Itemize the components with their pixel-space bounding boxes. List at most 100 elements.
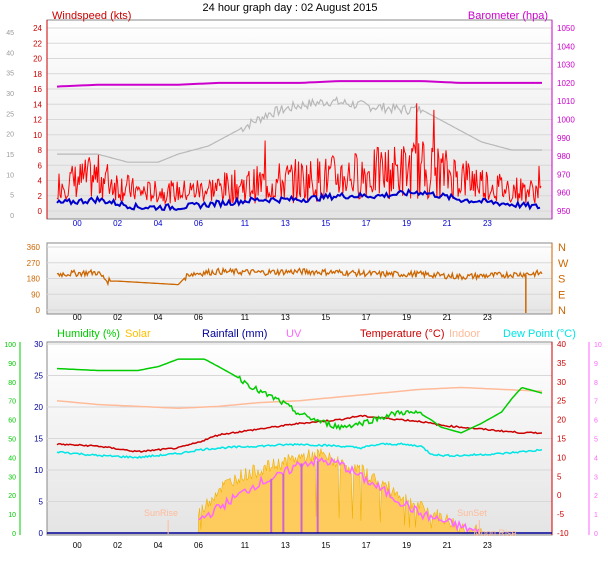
barometer-line (56, 80, 542, 88)
uv-tick-label: 3 (594, 474, 598, 481)
annotation-label: SunSet (457, 508, 487, 518)
windspeed-tick-label: 18 (33, 70, 42, 79)
temperature-tick-label: 0 (557, 491, 562, 500)
direction-tick-label: 270 (27, 259, 41, 268)
humidity-tick-label: 90 (8, 361, 16, 368)
x-tick-label: 15 (321, 219, 330, 228)
windspeed-tick-label: 20 (33, 55, 42, 64)
barometer-tick-label: 1000 (557, 116, 575, 125)
x-tick-label: 17 (362, 313, 371, 322)
rainfall-tick-label: 20 (34, 403, 43, 412)
humidity-line (57, 358, 543, 434)
wind-grid (47, 27, 552, 212)
annotation-label: Moon Rise (473, 528, 516, 538)
rainfall-tick-label: 10 (34, 466, 43, 475)
temperature-tick-label: 35 (557, 359, 566, 368)
x-tick-label: 06 (194, 219, 203, 228)
temperature-line (56, 414, 543, 453)
direction-tick-label: 0 (36, 306, 41, 315)
outer-tick-label: 25 (6, 111, 14, 118)
humidity-tick-label: 10 (8, 512, 16, 519)
wind-direction-line (56, 266, 543, 287)
uv-tick-label: 9 (594, 361, 598, 368)
temperature-tick-label: 10 (557, 453, 566, 462)
barometer-tick-label: 1010 (557, 97, 575, 106)
wind-series (56, 80, 542, 212)
x-tick-label: 19 (402, 313, 411, 322)
direction-series (56, 266, 543, 313)
x-tick-label: 23 (483, 219, 492, 228)
windspeed-tick-label: 0 (38, 207, 43, 216)
uv-tick-label: 8 (594, 380, 598, 387)
windspeed-tick-label: 24 (33, 24, 42, 33)
outer-tick-label: 15 (6, 152, 14, 159)
x-tick-label: 04 (154, 219, 163, 228)
humidity-tick-label: 100 (4, 342, 16, 349)
humidity-tick-label: 60 (8, 418, 16, 425)
x-tick-label: 19 (402, 541, 411, 550)
barometer-tick-label: 970 (557, 170, 571, 179)
rainfall-tick-label: 5 (39, 498, 44, 507)
barometer-tick-label: 960 (557, 189, 571, 198)
direction-tick-label: 90 (31, 290, 40, 299)
uv-tick-label: 1 (594, 512, 598, 519)
direction-grid (47, 246, 552, 311)
direction-tick-label: 360 (27, 243, 41, 252)
legend-label: Solar (125, 328, 151, 340)
barometer-tick-label: 980 (557, 152, 571, 161)
outer-tick-label: 20 (6, 132, 14, 139)
humidity-tick-label: 50 (8, 437, 16, 444)
compass-label: N (558, 242, 566, 254)
x-tick-label: 15 (321, 541, 330, 550)
dewpoint-line (56, 442, 543, 460)
windspeed-tick-label: 10 (33, 131, 42, 140)
windspeed-tick-label: 8 (38, 146, 43, 155)
x-tick-label: 13 (281, 541, 290, 550)
humidity-tick-label: 0 (12, 531, 16, 538)
annotation-label: SunRise (144, 508, 178, 518)
x-axis-ticks: 00 02 04 06 11 13 15 17 19 21 23 00 02 04 06 11 13 15 17 19… (73, 219, 493, 550)
chart-title: 24 hour graph day : 02 August 2015 (203, 2, 378, 14)
x-tick-label: 19 (402, 219, 411, 228)
outer-tick-label: 10 (6, 172, 14, 179)
direction-tick-label: 180 (27, 275, 41, 284)
compass-label: E (558, 289, 565, 301)
x-tick-label: 21 (443, 313, 452, 322)
barometer-tick-label: 1050 (557, 24, 575, 33)
uv-tick-label: 4 (594, 455, 598, 462)
legend-label: Indoor (449, 328, 481, 340)
x-tick-label: 04 (154, 541, 163, 550)
temperature-tick-label: -5 (557, 510, 565, 519)
temperature-tick-label: 15 (557, 435, 566, 444)
x-tick-label: 17 (362, 219, 371, 228)
x-tick-label: 02 (113, 313, 122, 322)
compass-label: N (558, 305, 566, 317)
x-tick-label: 04 (154, 313, 163, 322)
legend-label: Rainfall (mm) (202, 328, 267, 340)
uv-tick-label: 10 (594, 342, 602, 349)
outer-tick-label: 0 (10, 213, 14, 220)
windspeed-tick-label: 6 (38, 161, 43, 170)
x-tick-label: 11 (241, 313, 250, 322)
compass-label: S (558, 274, 565, 286)
windspeed-tick-label: 12 (33, 116, 42, 125)
rainfall-tick-label: 25 (34, 372, 43, 381)
temperature-tick-label: 30 (557, 378, 566, 387)
uv-tick-label: 6 (594, 418, 598, 425)
humidity-tick-label: 20 (8, 493, 16, 500)
uv-tick-label: 7 (594, 399, 598, 406)
outer-tick-label: 40 (6, 50, 14, 57)
windspeed-tick-label: 4 (38, 177, 43, 186)
uv-tick-label: 2 (594, 493, 598, 500)
windspeed-tick-label: 2 (38, 192, 43, 201)
x-tick-label: 17 (362, 541, 371, 550)
x-tick-label: 21 (443, 541, 452, 550)
combined-axis-ticks: 1009080706050403020100302520151050403530… (4, 340, 602, 538)
barometer-tick-label: 1020 (557, 79, 575, 88)
barometer-axis-label: Barometer (hpa) (468, 10, 548, 22)
compass-label: W (558, 258, 569, 270)
uv-line (198, 455, 480, 534)
wind-axis-ticks: 2422201816141210864204540353025201510501… (6, 20, 575, 220)
x-tick-label: 00 (73, 541, 82, 550)
